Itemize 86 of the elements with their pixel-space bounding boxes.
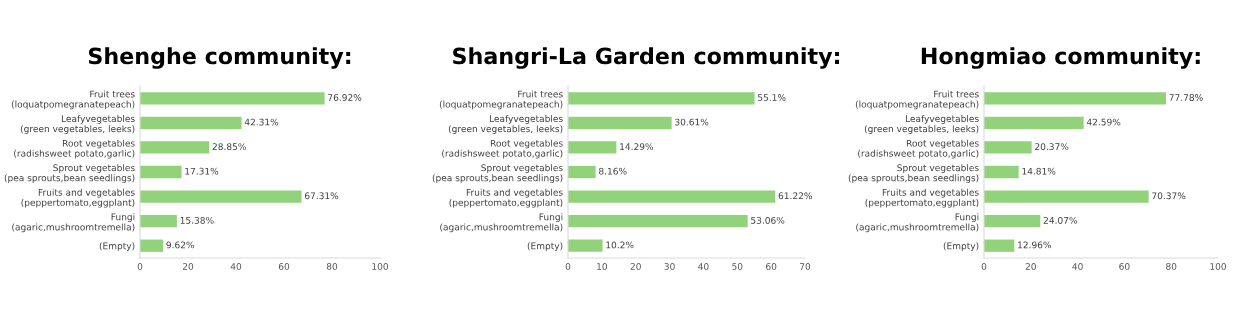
data-label: 9.62%	[166, 241, 195, 249]
data-label: 67.31%	[304, 192, 339, 200]
x-tick-label: 20	[630, 263, 641, 270]
x-tick-label: 100	[1210, 263, 1227, 270]
data-label: 61.22%	[778, 192, 812, 200]
x-tick-label: 20	[182, 263, 194, 270]
data-label: 17.31%	[185, 167, 219, 175]
x-tick-label: 80	[1166, 263, 1177, 270]
chart-title: Hongmiao community:	[921, 47, 1200, 69]
bar	[984, 92, 1167, 105]
data-label: 14.81%	[1022, 167, 1056, 175]
y-tick-label: Sprout vegetables (pea sprouts,bean seedlings)	[848, 164, 979, 184]
x-tick-label: 30	[664, 263, 675, 270]
data-label: 55.1%	[758, 94, 786, 101]
bar	[140, 165, 182, 179]
y-tick-label: (Empty)	[99, 242, 135, 252]
y-tick-label: Leafyvegetables (green vegetables, leeks)	[448, 115, 563, 134]
y-tick-label: Fruit trees (loquatpomegranatepeach)	[11, 90, 135, 110]
x-tick-label: 100	[372, 263, 389, 270]
x-tick-label: 70	[800, 263, 811, 270]
data-label: 15.38%	[180, 216, 214, 224]
y-tick-label: Fruit trees (loquatpomegranatepeach)	[855, 90, 979, 110]
data-label: 76.92%	[328, 94, 362, 101]
bar	[568, 141, 617, 154]
data-label: 70.37%	[1152, 192, 1186, 200]
x-tick-label: 80	[326, 263, 338, 270]
bar	[984, 116, 1084, 129]
bar	[140, 190, 302, 203]
x-tick-label: 60	[278, 263, 290, 270]
x-tick-label: 50	[732, 263, 743, 270]
y-tick-label: (Empty)	[943, 242, 979, 252]
x-tick-label: 60	[766, 263, 777, 270]
data-label: 10.2%	[606, 241, 634, 249]
x-tick-label: 0	[981, 263, 987, 270]
x-tick-label: 0	[565, 263, 571, 270]
y-tick-label: Fungi (agaric,mushroomtremella)	[12, 213, 135, 233]
bar	[140, 239, 164, 252]
bar	[568, 92, 755, 105]
bar	[568, 215, 748, 228]
y-tick-label: Fruits and vegetables (peppertomato,eggplant)	[21, 188, 135, 208]
y-tick-label: Root vegetables (radishsweet potato,garlic)	[442, 139, 563, 159]
y-tick-label: Root vegetables (radishsweet potato,garlic)	[14, 139, 135, 159]
y-tick-label: Fungi (agaric,mushroomtremella)	[440, 213, 563, 233]
data-label: 14.29%	[620, 143, 654, 151]
data-label: 12.96%	[1018, 241, 1052, 249]
chart-title: Shenghe community:	[88, 47, 351, 69]
data-label: 53.06%	[751, 216, 785, 224]
y-tick-label: (Empty)	[527, 242, 563, 252]
chart-title: Shangri-La Garden community:	[453, 47, 840, 69]
y-tick-label: Fruit trees (loquatpomegranatepeach)	[439, 90, 563, 110]
bar	[140, 141, 210, 154]
bar	[140, 92, 325, 105]
bar	[984, 165, 1019, 179]
x-tick-label: 60	[1119, 263, 1130, 270]
bar	[568, 116, 672, 129]
y-tick-label: Sprout vegetables (pea sprouts,bean seedlings)	[432, 164, 563, 184]
x-tick-label: 40	[1072, 263, 1083, 270]
bar	[984, 141, 1032, 154]
x-tick-label: 0	[137, 263, 143, 270]
y-tick-label: Root vegetables (radishsweet potato,garlic)	[858, 139, 979, 159]
y-tick-label: Fruits and vegetables (peppertomato,eggplant)	[865, 188, 979, 208]
data-label: 24.07%	[1043, 216, 1078, 224]
y-tick-label: Leafyvegetables (green vegetables, leeks)	[864, 115, 979, 134]
data-label: 8.16%	[599, 167, 627, 175]
x-tick-label: 20	[1025, 263, 1036, 270]
bar	[568, 165, 596, 179]
bar	[984, 190, 1149, 203]
x-tick-label: 10	[597, 263, 607, 270]
data-label: 28.85%	[212, 143, 246, 151]
bar	[140, 215, 177, 228]
y-tick-label: Fungi (agaric,mushroomtremella)	[856, 213, 979, 233]
bar	[984, 215, 1041, 228]
data-label: 30.61%	[675, 118, 709, 126]
y-tick-label: Sprout vegetables (pea sprouts,bean seedlings)	[4, 164, 135, 184]
data-label: 42.31%	[244, 118, 279, 126]
data-label: 42.59%	[1086, 118, 1121, 126]
bar	[984, 239, 1015, 252]
x-tick-label: 40	[230, 263, 242, 270]
y-tick-label: Leafyvegetables (green vegetables, leeks)	[20, 115, 135, 134]
bar	[568, 190, 776, 203]
bar	[568, 239, 603, 252]
data-label: 77.78%	[1169, 94, 1203, 101]
x-tick-label: 40	[698, 263, 709, 270]
data-label: 20.37%	[1035, 143, 1069, 151]
y-tick-label: Fruits and vegetables (peppertomato,eggplant)	[449, 188, 563, 208]
bar	[140, 116, 242, 129]
